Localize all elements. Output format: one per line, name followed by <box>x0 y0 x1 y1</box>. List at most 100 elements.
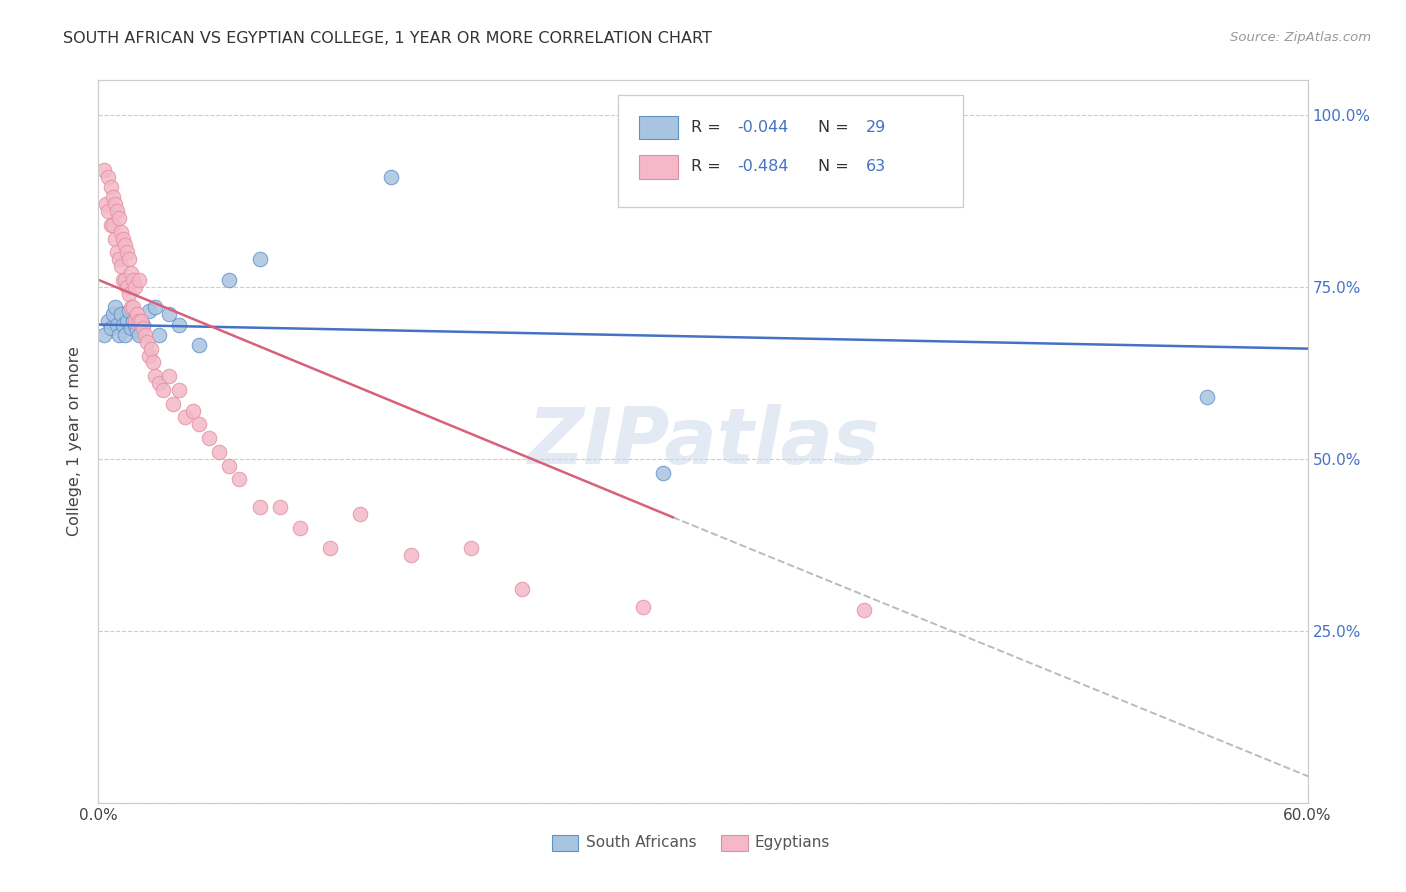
Point <box>114 273 136 287</box>
Point <box>143 301 166 315</box>
Point <box>120 321 142 335</box>
Point <box>114 238 136 252</box>
Point <box>510 582 533 597</box>
Point <box>115 245 138 260</box>
Point <box>228 472 250 486</box>
Point <box>121 273 143 287</box>
Point <box>1195 390 1218 404</box>
Point <box>651 466 673 480</box>
Point <box>124 279 146 293</box>
Point <box>110 259 132 273</box>
Point <box>157 307 180 321</box>
Point <box>103 231 125 245</box>
Point <box>118 252 141 267</box>
Point <box>105 318 128 332</box>
Point <box>138 349 160 363</box>
Point <box>138 303 160 318</box>
Point <box>148 327 170 342</box>
Point <box>380 169 402 184</box>
Point <box>121 314 143 328</box>
Point <box>174 410 197 425</box>
Point <box>167 318 190 332</box>
Point <box>110 225 132 239</box>
Point <box>124 318 146 332</box>
Point <box>120 301 142 315</box>
Point <box>118 303 141 318</box>
Point <box>105 204 128 219</box>
Point <box>188 417 211 432</box>
Text: Egyptians: Egyptians <box>755 835 831 850</box>
Point <box>128 273 150 287</box>
Point <box>269 500 291 514</box>
Point <box>132 318 155 332</box>
Text: South Africans: South Africans <box>586 835 696 850</box>
Point <box>129 314 152 328</box>
Text: R =: R = <box>690 120 725 135</box>
Point <box>143 369 166 384</box>
Point <box>157 369 180 384</box>
Text: N =: N = <box>818 120 853 135</box>
Point <box>97 204 120 219</box>
Point <box>97 314 120 328</box>
Point <box>129 314 152 328</box>
Point <box>249 252 271 267</box>
Point <box>198 431 221 445</box>
Point <box>152 383 174 397</box>
Text: Source: ZipAtlas.com: Source: ZipAtlas.com <box>1230 31 1371 45</box>
Point <box>97 169 120 184</box>
Point <box>103 197 125 211</box>
Point <box>107 211 129 225</box>
Point <box>167 383 190 397</box>
Point <box>125 325 148 339</box>
Text: N =: N = <box>818 160 853 175</box>
Point <box>399 548 422 562</box>
Point <box>93 162 115 177</box>
Point <box>105 245 128 260</box>
Point <box>101 307 124 321</box>
Point <box>100 321 122 335</box>
Text: 29: 29 <box>866 120 887 135</box>
Point <box>111 231 134 245</box>
Point <box>121 301 143 315</box>
Point <box>125 307 148 321</box>
Point <box>115 279 138 293</box>
Point <box>96 197 118 211</box>
Text: ZIPatlas: ZIPatlas <box>527 403 879 480</box>
Point <box>107 327 129 342</box>
Bar <box>638 116 678 139</box>
Point <box>124 314 146 328</box>
Point <box>93 327 115 342</box>
Text: -0.044: -0.044 <box>737 120 789 135</box>
Point <box>101 218 124 232</box>
Point <box>128 327 150 342</box>
Point <box>114 327 136 342</box>
Point <box>132 321 155 335</box>
Point <box>100 180 122 194</box>
Point <box>103 301 125 315</box>
Point <box>100 218 122 232</box>
Point <box>288 520 311 534</box>
Point <box>218 273 240 287</box>
Text: SOUTH AFRICAN VS EGYPTIAN COLLEGE, 1 YEAR OR MORE CORRELATION CHART: SOUTH AFRICAN VS EGYPTIAN COLLEGE, 1 YEA… <box>63 31 713 46</box>
Point <box>134 327 156 342</box>
Point <box>631 599 654 614</box>
Point <box>107 252 129 267</box>
Point <box>460 541 482 556</box>
Point <box>118 286 141 301</box>
Point <box>120 266 142 280</box>
Point <box>249 500 271 514</box>
Point <box>139 342 162 356</box>
Point <box>101 190 124 204</box>
Point <box>110 307 132 321</box>
Point <box>349 507 371 521</box>
Point <box>181 403 204 417</box>
Point <box>115 314 138 328</box>
Point <box>148 376 170 390</box>
Text: -0.484: -0.484 <box>737 160 789 175</box>
FancyBboxPatch shape <box>619 95 963 207</box>
Point <box>188 338 211 352</box>
Point <box>162 397 184 411</box>
Point <box>218 458 240 473</box>
Point <box>208 445 231 459</box>
Point <box>111 273 134 287</box>
